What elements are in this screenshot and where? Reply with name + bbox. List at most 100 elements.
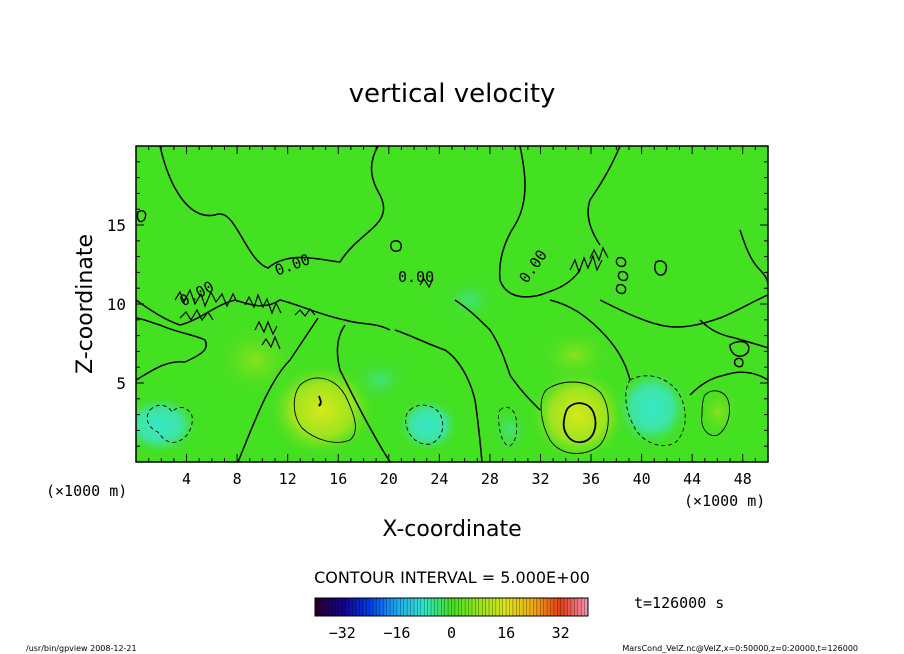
colorbar-cell [369,598,374,616]
colorbar-cell [325,598,330,616]
colorbar-cell [506,598,510,616]
colorbar-cell [536,598,541,616]
y-tick-label: 15 [107,216,126,235]
colorbar-tick-label: −32 [329,624,356,642]
colorbar-cell [318,598,323,616]
x-tick-label: 8 [233,470,242,488]
colorbar-cell [390,598,394,616]
downdraft-blob [396,397,460,453]
noisy-contours [174,246,609,350]
colorbar-cell [540,598,545,616]
colorbar-cell [465,598,469,616]
time-label: t=126000 s [634,594,724,612]
colorbar-cell [410,598,415,616]
colorbar-cell [359,598,364,616]
colorbar-cell [523,598,527,616]
colorbar-cell [485,598,490,616]
colorbar-cell [383,598,388,616]
colorbar-cell [431,598,435,616]
colorbar-cell [420,598,425,616]
colorbar-cell [577,598,582,616]
colorbar-cell [492,598,497,616]
colorbar-cell [478,598,483,616]
colorbar-cell [458,598,463,616]
colorbar-cell [338,598,343,616]
footer-left: /usr/bin/gpview 2008-12-21 [26,644,137,653]
colorbar-cell [321,598,326,616]
colorbar-ticks: −32 −16 0 16 32 [329,624,570,642]
x-tick-label: 4 [182,470,191,488]
colorbar-tick-label: 32 [552,624,570,642]
colorbar-cell [413,598,418,616]
colorbar-cell [533,598,538,616]
colorbar-cell [362,598,367,616]
downdraft-blob [350,355,410,405]
downdraft-blob [440,275,500,325]
colorbar-cell [386,598,391,616]
colorbar-tick-label: −16 [383,624,410,642]
colorbar-cell [543,598,548,616]
y-axis-label: Z-coordinate [73,234,98,374]
x-tick-label: 16 [329,470,347,488]
plot-area [136,146,768,462]
updraft-blob [528,367,628,462]
colorbar-cell [379,598,384,616]
colorbar-cell [441,598,446,616]
colorbar-cell [482,598,487,616]
x-tick-label: 36 [582,470,600,488]
negative-contours [146,375,686,447]
colorbar-cell [495,598,500,616]
colorbar-cell [475,598,480,616]
colorbar-cell [434,598,439,616]
x-unit-left: (×1000 m) [46,482,127,500]
x-unit-right: (×1000 m) [684,492,765,510]
colorbar-tick-label: 0 [447,624,456,642]
colorbar-cell [502,598,507,616]
colorbar [314,597,589,617]
colorbar-cell [400,598,405,616]
updraft-blob [535,325,615,385]
chart-title: vertical velocity [349,79,556,109]
y-axis: 5 10 15 [107,161,768,447]
colorbar-cell [560,598,565,616]
x-tick-label: 24 [430,470,448,488]
colorbar-cell [315,598,319,616]
colorbar-cell [437,598,442,616]
x-tick-label: 20 [380,470,398,488]
y-tick-label: 10 [107,295,126,314]
zero-contours [136,146,768,462]
colorbar-cell [461,598,466,616]
downdraft-blob [136,395,200,455]
colorbar-cell [567,598,572,616]
colorbar-cell [516,598,521,616]
colorbar-cell [584,598,589,616]
colorbar-cell [512,598,517,616]
x-tick-label: 12 [279,470,297,488]
colorbar-cell [547,598,551,616]
downdraft-blob [488,404,532,456]
colorbar-cell [509,598,514,616]
colorbar-cell [451,598,456,616]
contour-interval: CONTOUR INTERVAL = 5.000E+00 [314,568,590,587]
colorbar-cell [564,598,568,616]
colorbar-cell [396,598,401,616]
peak-contours [318,395,597,444]
colorbar-cell [393,598,398,616]
colorbar-cell [444,598,449,616]
colorbar-cell [417,598,422,616]
downdraft-blob [614,368,690,448]
updraft-blob [267,362,377,458]
colorbar-tick-label: 16 [497,624,515,642]
colorbar-cell [403,598,408,616]
colorbar-cell [332,598,336,616]
colorbar-cell [407,598,411,616]
colorbar-cell [519,598,524,616]
colorbar-cell [352,598,357,616]
colorbar-cell [342,598,347,616]
colorbar-cell [526,598,531,616]
x-tick-label: 32 [531,470,549,488]
updraft-blob [210,320,300,400]
y-tick-label: 5 [116,374,126,393]
colorbar-cell [335,598,340,616]
